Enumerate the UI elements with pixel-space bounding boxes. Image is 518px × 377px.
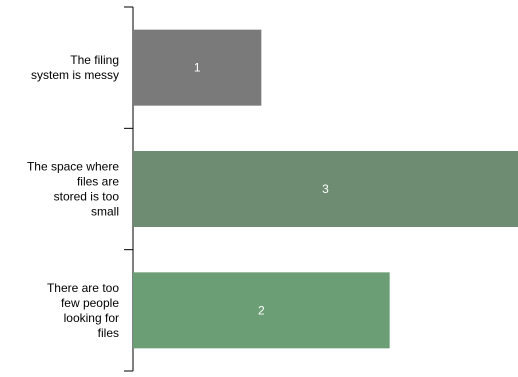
category-tick-label: The space where [27,160,119,174]
bar [133,272,390,349]
data-label: 3 [322,182,329,196]
data-label: 2 [258,303,265,317]
data-label: 1 [194,61,201,75]
category-tick-label: files [98,326,119,340]
category-tick-label: few people [61,296,119,310]
bar [133,151,518,227]
category-tick-label: The filing [70,53,119,67]
category-tick-label: system is messy [31,68,119,82]
category-tick-label: small [91,205,119,219]
category-tick-label: stored is too [54,190,120,204]
category-tick-label: looking for [64,311,119,325]
category-tick-label: files are [77,175,119,189]
bar [133,29,262,106]
category-tick-label: There are too [47,281,119,295]
